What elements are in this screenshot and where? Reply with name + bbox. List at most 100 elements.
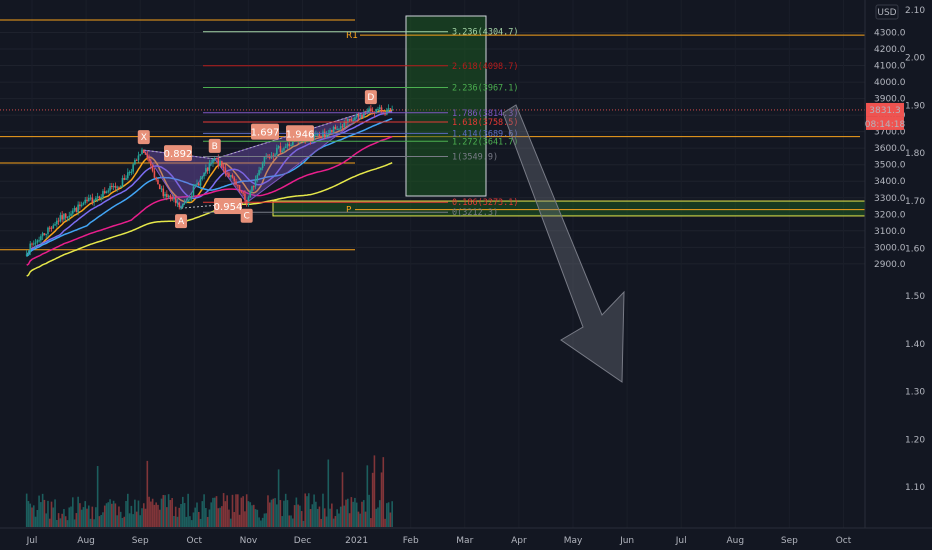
candle-body bbox=[292, 141, 294, 146]
upper-target-zone bbox=[405, 15, 487, 197]
fib-level-label: 2.236(3967.1) bbox=[452, 84, 519, 94]
candle-body bbox=[378, 107, 381, 109]
pattern-point-label: B bbox=[212, 142, 218, 152]
time-tick-label: Aug bbox=[727, 536, 745, 546]
candle-body bbox=[150, 161, 152, 166]
volume-bar bbox=[166, 507, 168, 527]
moving-average-line bbox=[26, 135, 393, 266]
candle-body bbox=[183, 202, 186, 204]
volume-bar bbox=[272, 498, 275, 527]
volume-bar bbox=[345, 499, 347, 527]
volume-bar bbox=[187, 493, 189, 527]
volume-bar bbox=[77, 496, 79, 527]
price-tick-label: 4300.0 bbox=[874, 29, 906, 39]
candle-body bbox=[86, 199, 88, 202]
volume-bar bbox=[144, 508, 147, 527]
candle-body bbox=[233, 177, 236, 182]
candle-body bbox=[206, 168, 209, 171]
price-axis[interactable]: 2900.0 3000.0 3100.0 3200.0 3300.0 3400.0 3500… bbox=[874, 29, 906, 270]
volume-bar bbox=[176, 516, 179, 527]
last-price-text: 3831.3 bbox=[869, 106, 901, 116]
volume-bar bbox=[153, 504, 156, 527]
candle-body bbox=[199, 178, 202, 186]
candle-body bbox=[256, 175, 259, 180]
candle-body bbox=[137, 155, 140, 161]
volume-bar bbox=[103, 505, 106, 527]
volume-bar bbox=[343, 505, 346, 527]
candle-body bbox=[121, 178, 124, 187]
candle-body bbox=[132, 164, 134, 172]
candle-body bbox=[336, 128, 338, 130]
ratio-box bbox=[286, 125, 314, 142]
candle-body bbox=[87, 197, 90, 202]
candle-body bbox=[288, 143, 291, 146]
candle-body bbox=[237, 184, 239, 186]
volume-bar bbox=[212, 497, 214, 527]
candle-body bbox=[249, 191, 252, 198]
volume-bar bbox=[155, 502, 157, 527]
currency-box[interactable]: USD bbox=[875, 4, 899, 20]
ratio-axis[interactable]: 1.10 1.20 1.30 1.40 1.50 1.60 1.70 1.80 1.90 2.00… bbox=[905, 6, 925, 493]
volume-bar bbox=[231, 494, 234, 527]
pivot-label: P bbox=[346, 206, 352, 216]
candle-body bbox=[160, 188, 163, 190]
volume-bar bbox=[219, 507, 221, 527]
fib-level-label: 3.236(4304.7) bbox=[452, 28, 519, 38]
time-tick-label: Jul bbox=[26, 536, 38, 546]
candle-body bbox=[167, 195, 170, 197]
volume-bar bbox=[130, 505, 133, 527]
volume-bar bbox=[268, 502, 271, 527]
candle-body bbox=[169, 195, 172, 199]
volume-bar bbox=[281, 516, 283, 527]
volume-bar bbox=[247, 501, 250, 527]
time-tick-label: Feb bbox=[403, 536, 419, 546]
ratio-tick-label: 1.70 bbox=[905, 197, 925, 207]
candle-body bbox=[224, 168, 227, 174]
volume-bar bbox=[263, 513, 266, 527]
candle-body bbox=[79, 204, 81, 207]
ratio-label: 1.697 bbox=[251, 128, 280, 139]
price-tick-label: 3000.0 bbox=[874, 243, 906, 253]
pattern-point-box bbox=[364, 90, 377, 105]
volume-bar bbox=[284, 493, 287, 527]
countdown-text: 08:14:18 bbox=[865, 120, 906, 130]
volume-bar bbox=[327, 459, 330, 527]
ratio-tick-label: 1.60 bbox=[905, 245, 925, 255]
volume-bar bbox=[185, 516, 188, 527]
volume-bar bbox=[222, 493, 225, 527]
moving-average-line bbox=[26, 162, 393, 277]
price-badges: 3831.3 08:14:18 bbox=[865, 102, 906, 130]
price-tick-label: 4100.0 bbox=[874, 62, 906, 72]
plot-area[interactable]: P R1 3.236(4304.7) 2.618(4098.7) 2.236(3967… bbox=[0, 15, 865, 527]
volume-bar bbox=[389, 512, 392, 527]
volume-bar bbox=[380, 472, 383, 527]
volume-bar bbox=[341, 472, 344, 527]
candle-body bbox=[118, 186, 120, 188]
ratio-tick-label: 1.50 bbox=[905, 292, 925, 302]
volume-bar bbox=[68, 507, 71, 527]
volume-bar bbox=[329, 508, 331, 527]
candle-body bbox=[325, 134, 328, 137]
candle-body bbox=[323, 131, 326, 137]
price-tick-label: 2900.0 bbox=[874, 260, 906, 270]
candle-body bbox=[56, 220, 58, 225]
moving-average-line bbox=[26, 117, 393, 257]
time-tick-label: Oct bbox=[187, 536, 203, 546]
candle-body bbox=[263, 156, 266, 163]
volume-bar bbox=[141, 508, 143, 527]
candle-body bbox=[111, 186, 113, 188]
candle-body bbox=[235, 181, 237, 185]
volume-bar bbox=[100, 514, 102, 527]
time-axis[interactable]: Jul Aug Sep Oct Nov Dec 2021 Feb Mar Apr May Jun Jul… bbox=[26, 536, 852, 546]
candle-body bbox=[261, 162, 264, 169]
volume-bar bbox=[306, 496, 308, 527]
volume-bar bbox=[251, 505, 253, 527]
volume-bar bbox=[265, 513, 267, 527]
candle-body bbox=[151, 165, 154, 172]
candle-body bbox=[247, 197, 250, 205]
volume-bar bbox=[254, 509, 257, 527]
candle-body bbox=[77, 204, 79, 212]
time-tick-label: Mar bbox=[456, 536, 473, 546]
candle-body bbox=[286, 143, 289, 147]
